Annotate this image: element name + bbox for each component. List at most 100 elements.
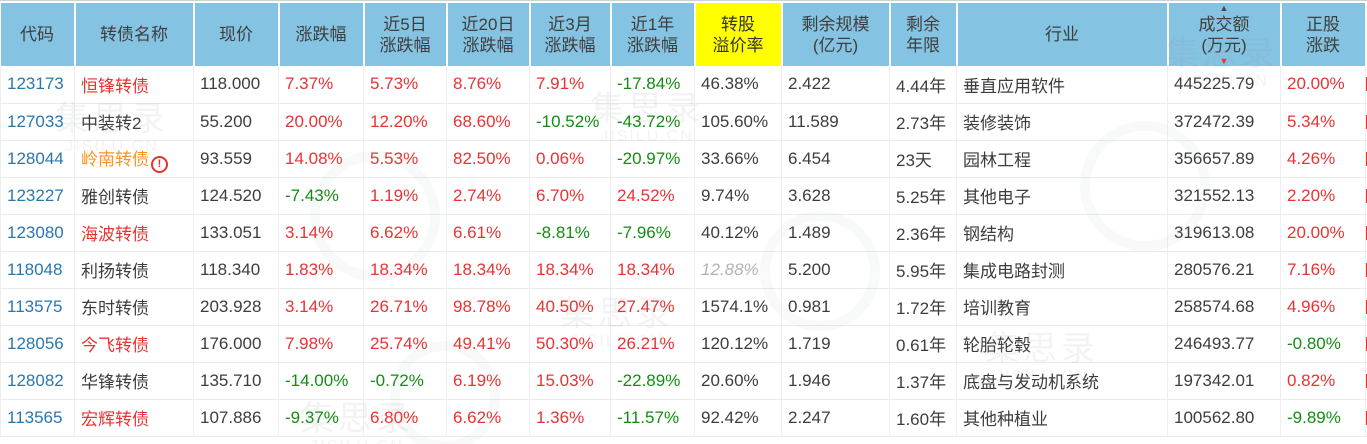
- cell-remain: 1.72年: [889, 288, 957, 326]
- column-header-remain[interactable]: 剩余 年限: [888, 1, 957, 66]
- warning-icon[interactable]: !: [151, 155, 168, 173]
- column-header-industry[interactable]: 行业: [955, 1, 1168, 66]
- cell-code: 118048: [0, 251, 75, 289]
- bond-name-link[interactable]: 东时转债: [81, 299, 149, 318]
- cell-size: 11.589: [781, 103, 890, 141]
- cell-chg1y: -22.89%: [610, 362, 695, 400]
- bond-code-link[interactable]: 113575: [7, 296, 63, 316]
- cell-name: 中装转2: [74, 103, 194, 141]
- cell-chg: 1.83%: [278, 251, 364, 289]
- cell-chg20d: 82.50%: [446, 140, 530, 178]
- cell-chg5d: -0.72%: [363, 362, 447, 400]
- chg5d-value: 5.73%: [370, 74, 419, 94]
- column-header-label: 成交额 (万元): [1198, 14, 1250, 55]
- remain-value: 23天: [896, 151, 932, 170]
- turnover-value: 246493.77: [1174, 333, 1255, 353]
- chg5d-value: 18.34%: [370, 259, 428, 279]
- bond-name-link[interactable]: 岭南转债: [81, 149, 149, 169]
- size-value: 2.247: [788, 407, 831, 427]
- cell-name: 雅创转债: [74, 177, 194, 215]
- bond-code-link[interactable]: 128056: [7, 333, 64, 353]
- column-header-label: 近5日 涨跌幅: [379, 14, 431, 55]
- bond-code-link[interactable]: 123227: [7, 185, 64, 205]
- column-header-stock[interactable]: 正股 涨跌: [1279, 1, 1366, 66]
- stock-value: 20.00%: [1287, 74, 1345, 94]
- chg1y-value: -20.97%: [617, 148, 681, 168]
- cell-chg: 3.14%: [278, 288, 364, 326]
- turnover-value: 372472.39: [1174, 111, 1255, 131]
- cell-industry: 垂直应用软件: [956, 66, 1168, 104]
- column-header-label: 剩余规模 (亿元): [801, 14, 870, 55]
- bond-code-link[interactable]: 128082: [7, 370, 64, 390]
- chg3m-value: -8.81%: [536, 222, 590, 242]
- cell-chg1y: -11.57%: [610, 399, 695, 437]
- cell-remain: 5.25年: [889, 177, 957, 215]
- chg1y-value: -22.89%: [617, 370, 681, 390]
- cell-stock: 20.00%: [1280, 66, 1366, 104]
- column-header-turnover[interactable]: 成交额 (万元) ▲ ▼: [1166, 1, 1281, 66]
- chg20d-value: 2.74%: [453, 185, 502, 205]
- chg1y-value: 18.34%: [617, 259, 675, 279]
- bond-code-link[interactable]: 113565: [7, 407, 63, 427]
- bond-name-link[interactable]: 中装转2: [81, 114, 142, 133]
- cell-code: 123227: [0, 177, 75, 215]
- bond-code-link[interactable]: 123080: [7, 222, 64, 242]
- cell-chg5d: 6.80%: [363, 399, 447, 437]
- chg-value: -7.43%: [285, 185, 339, 205]
- bond-name-link[interactable]: 宏辉转债: [81, 410, 149, 429]
- cell-size: 2.247: [781, 399, 890, 437]
- cell-chg5d: 5.73%: [363, 66, 447, 104]
- cell-chg5d: 5.53%: [363, 140, 447, 178]
- bond-name-link[interactable]: 海波转债: [81, 225, 149, 244]
- bond-name-link[interactable]: 恒锋转债: [81, 76, 149, 96]
- cell-stock: 4.26%: [1280, 140, 1366, 178]
- column-header-premium[interactable]: 转股 溢价率: [693, 1, 782, 66]
- column-header-chg1y[interactable]: 近1年 涨跌幅: [609, 1, 695, 66]
- column-header-size[interactable]: 剩余规模 (亿元): [780, 1, 890, 66]
- cutoff-column-fragment: [1366, 77, 1367, 92]
- bond-code-link[interactable]: 123173: [7, 74, 64, 94]
- chg5d-value: -0.72%: [370, 370, 424, 390]
- bond-code-link[interactable]: 118048: [7, 259, 63, 279]
- column-header-chg20d[interactable]: 近20日 涨跌幅: [445, 1, 530, 66]
- chg-value: 14.08%: [285, 148, 343, 168]
- cell-premium: 20.60%: [694, 362, 782, 400]
- cell-premium: 46.38%: [694, 66, 782, 104]
- bond-name-link[interactable]: 今飞转债: [81, 336, 149, 355]
- industry-value: 钢结构: [963, 225, 1014, 244]
- column-header-chg3m[interactable]: 近3月 涨跌幅: [528, 1, 611, 66]
- bond-name-link[interactable]: 华锋转债: [81, 373, 149, 392]
- sort-ascending-icon[interactable]: ▲: [1219, 3, 1229, 13]
- column-header-name[interactable]: 转债名称: [73, 1, 194, 66]
- sort-descending-icon[interactable]: ▼: [1219, 56, 1229, 66]
- cell-turnover: 372472.39: [1167, 103, 1281, 141]
- cell-code: 128082: [0, 362, 75, 400]
- bond-name-link[interactable]: 利扬转债: [81, 262, 149, 281]
- cell-chg20d: 49.41%: [446, 325, 530, 363]
- column-header-price[interactable]: 现价: [192, 1, 279, 66]
- table-row: 128056 今飞转债 176.000 7.98% 25.74% 49.41% 50.30%…: [0, 325, 1367, 363]
- cell-chg20d: 98.78%: [446, 288, 530, 326]
- cell-name: 利扬转债: [74, 251, 194, 289]
- cell-remain: 0.61年: [889, 325, 957, 363]
- stock-value: -0.80%: [1287, 333, 1341, 353]
- bond-table-body: 123173 恒锋转债 118.000 7.37% 5.73% 8.76% 7.91% -17…: [0, 66, 1367, 437]
- cell-price: 118.340: [193, 251, 279, 289]
- column-header-code[interactable]: 代码: [0, 1, 75, 66]
- cell-price: 124.520: [193, 177, 279, 215]
- cell-chg1y: -7.96%: [610, 214, 695, 252]
- bond-code-link[interactable]: 127033: [7, 111, 64, 131]
- cutoff-column-fragment: [1366, 410, 1367, 425]
- bond-name-link[interactable]: 雅创转债: [81, 188, 149, 207]
- column-header-chg5d[interactable]: 近5日 涨跌幅: [362, 1, 447, 66]
- size-value: 6.454: [788, 148, 831, 168]
- bond-code-link[interactable]: 128044: [7, 148, 64, 168]
- size-value: 1.946: [788, 370, 831, 390]
- chg5d-value: 6.62%: [370, 222, 419, 242]
- premium-value: 20.60%: [701, 370, 759, 390]
- cell-stock: 20.00%: [1280, 214, 1366, 252]
- cell-size: 5.200: [781, 251, 890, 289]
- cell-name: 岭南转债!: [74, 140, 194, 178]
- industry-value: 集成电路封测: [963, 262, 1065, 281]
- column-header-chg[interactable]: 涨跌幅: [277, 1, 364, 66]
